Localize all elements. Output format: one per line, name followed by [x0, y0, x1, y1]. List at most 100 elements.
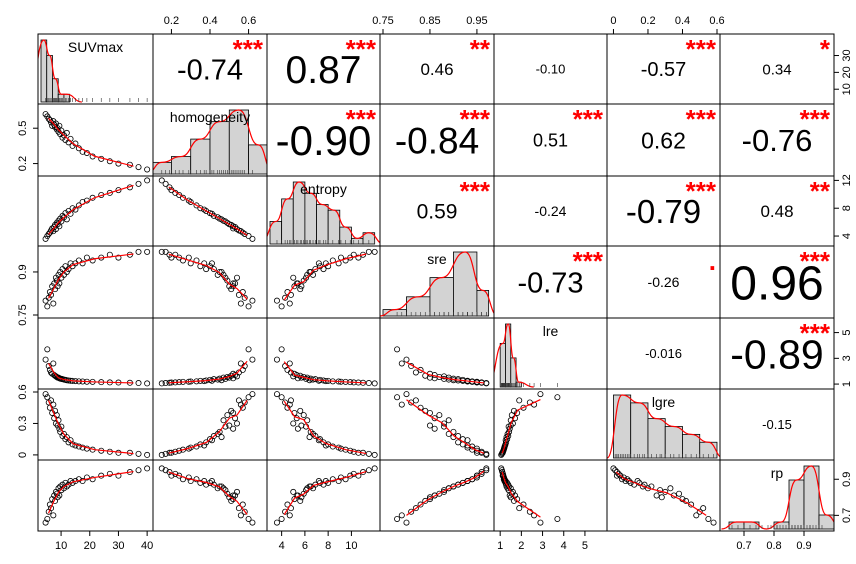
scatter-point — [220, 417, 227, 424]
smooth-line — [615, 471, 707, 516]
panel-diagonal-lgre: lgre — [607, 394, 720, 459]
scatter-point — [700, 505, 707, 512]
x-tick-label: 0.4 — [202, 15, 217, 27]
scatter-point — [398, 512, 405, 519]
scatter-point — [233, 274, 240, 281]
panel-frame — [152, 175, 268, 247]
scatter-point — [83, 254, 90, 261]
x-tick-label: 0 — [610, 15, 616, 27]
scatter-point — [537, 391, 544, 398]
scatter-point — [403, 391, 410, 398]
smooth-line — [406, 361, 485, 384]
panel-frame — [152, 245, 268, 319]
panel-correlation-homogeneity-rp: -0.76*** — [742, 104, 831, 158]
scatter-point — [365, 380, 372, 387]
scatter-point — [676, 490, 683, 497]
x-tick-label: 10 — [55, 540, 67, 552]
scatter-point — [627, 479, 634, 486]
significance-stars: *** — [573, 104, 604, 134]
x-tick-label: 30 — [112, 540, 124, 552]
panel-frame — [266, 317, 381, 390]
scatter-point — [63, 434, 70, 441]
scatter-point — [516, 505, 523, 512]
scatter-point — [520, 404, 527, 411]
scatter-point — [162, 248, 169, 255]
scatter-point — [613, 469, 620, 476]
scatter-point — [445, 430, 452, 437]
scatter-point — [135, 248, 142, 255]
panel-scatter-homogeneity-SUVmax — [42, 111, 151, 173]
smooth-line — [283, 470, 367, 515]
variable-label: entropy — [300, 181, 347, 197]
scatter-point — [312, 266, 319, 273]
scatter-point — [693, 512, 700, 519]
scatter-point — [417, 501, 424, 508]
y-tick-label: 0.6 — [17, 384, 29, 399]
scatter-point — [50, 512, 57, 519]
significance-stars: *** — [800, 318, 831, 348]
smooth-line — [168, 253, 248, 300]
scatter-point — [144, 380, 151, 387]
panel-correlation-SUVmax-lgre: -0.57*** — [641, 34, 717, 81]
scatter-point — [203, 439, 210, 446]
variable-label: rp — [771, 465, 784, 481]
x-tick-label: 0.95 — [466, 15, 487, 27]
scatter-point — [144, 166, 151, 173]
significance-stars: * — [820, 34, 831, 64]
smooth-line — [47, 470, 134, 514]
variable-label: sre — [427, 251, 447, 267]
panel-correlation-SUVmax-homogeneity: -0.74*** — [177, 34, 264, 86]
scatter-point — [278, 303, 285, 310]
smooth-line — [47, 253, 134, 299]
y-tick-label: 10 — [841, 83, 853, 95]
histogram-bar — [429, 277, 454, 317]
scatter-point — [187, 198, 194, 205]
scatter-point — [75, 476, 82, 483]
x-tick-label: 2 — [518, 540, 524, 552]
variable-label: lgre — [652, 394, 676, 410]
histogram-bar — [190, 138, 211, 175]
histogram-bar — [304, 192, 317, 245]
panel-frame — [37, 245, 154, 319]
scatter-point — [273, 391, 280, 398]
scatter-point — [228, 497, 235, 504]
scatter-point — [342, 476, 349, 483]
panel-scatter-lgre-homogeneity — [158, 391, 256, 458]
scatter-point — [483, 467, 490, 474]
scatter-point — [412, 505, 419, 512]
density-curve — [380, 251, 494, 317]
scatter-point — [63, 216, 70, 223]
significance-stars: *** — [686, 176, 717, 206]
scatter-point — [176, 472, 183, 479]
smooth-line — [406, 470, 485, 516]
panel-frame — [266, 388, 381, 461]
scatter-point — [290, 488, 297, 495]
scatter-point — [158, 380, 165, 387]
x-tick-label: 0.9 — [796, 540, 811, 552]
panel-scatter-rp-homogeneity — [158, 465, 256, 526]
scatter-point — [441, 420, 448, 427]
significance-stars: ** — [470, 34, 491, 64]
correlation-value: -0.76 — [742, 123, 813, 158]
scatter-point — [278, 515, 285, 522]
smooth-line — [48, 184, 134, 235]
scatter-point — [224, 412, 231, 419]
smooth-line — [501, 399, 541, 454]
scatter-point — [273, 297, 280, 304]
panel-diagonal-lre: lre — [494, 323, 558, 388]
scatter-point — [398, 360, 405, 367]
scatter-point — [214, 430, 221, 437]
scatter-point — [436, 412, 443, 419]
y-tick-label: 0.2 — [17, 156, 29, 171]
panel-scatter-lre-homogeneity — [158, 346, 256, 387]
scatter-point — [278, 346, 285, 353]
panel-scatter-lre-sre — [394, 346, 490, 387]
x-tick-label: 3 — [539, 540, 545, 552]
smooth-line — [168, 400, 248, 454]
scatter-point — [158, 451, 165, 458]
smooth-line — [283, 400, 367, 455]
scatter-point — [158, 177, 165, 184]
correlation-value: -0.89 — [730, 331, 823, 377]
significance-stars: *** — [460, 104, 491, 134]
scatter-point — [355, 472, 362, 479]
